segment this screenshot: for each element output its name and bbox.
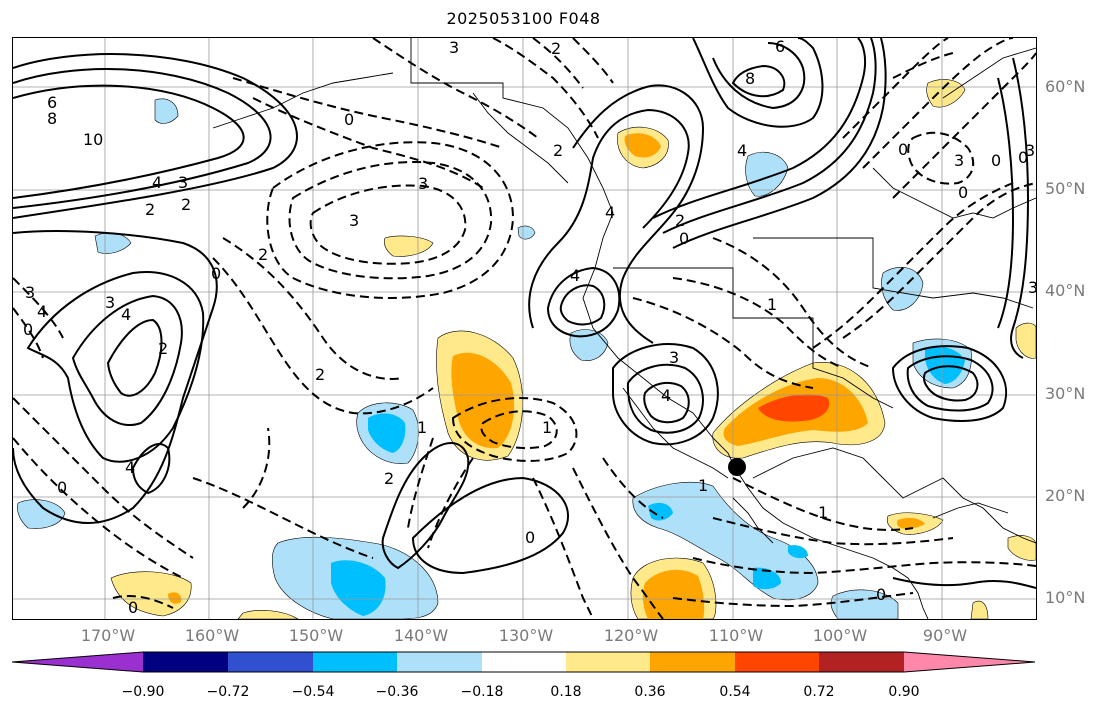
contour-label: 3 <box>349 211 359 230</box>
contour-label: 0 <box>958 183 968 202</box>
lon-label: 170°W <box>80 626 136 645</box>
contour-label: 4 <box>570 266 580 285</box>
lat-label: 30°N <box>1045 384 1086 403</box>
lon-label: 90°W <box>922 626 968 645</box>
colorbar-tick: 0.90 <box>888 684 920 700</box>
colorbar-segment <box>735 652 819 672</box>
contour-label: 0 <box>211 264 221 283</box>
contour-label: 2 <box>553 141 563 160</box>
contour-label: 3 <box>1025 141 1035 160</box>
coastlines <box>212 38 1036 619</box>
map-area: 3 2 6 8 0 3 2 3 4 6 8 10 4 3 2 2 0 4 3 2 <box>12 37 1037 620</box>
contour-label: 0 <box>525 528 535 547</box>
contour-label: 10 <box>83 130 103 149</box>
contour-label: 2 <box>675 211 685 230</box>
colorbar-segment <box>143 652 228 672</box>
contour-labels: 3 2 6 8 0 3 2 3 4 6 8 10 4 3 2 2 0 4 3 2 <box>23 38 1036 617</box>
contour-label: 2 <box>145 200 155 219</box>
lon-label: 120°W <box>603 626 659 645</box>
colorbar-segment <box>12 652 143 672</box>
contour-label: 4 <box>605 203 615 222</box>
contour-label: 4 <box>737 141 747 160</box>
contour-label: 4 <box>152 173 162 192</box>
lat-label: 60°N <box>1045 77 1086 96</box>
negative-shading <box>17 98 972 619</box>
contour-label: 1 <box>417 418 427 437</box>
contour-label: 0 <box>344 110 354 129</box>
colorbar <box>11 651 1036 673</box>
contour-label: 2 <box>384 469 394 488</box>
colorbar-tick: −0.18 <box>460 684 504 700</box>
contour-label: 4 <box>125 458 135 477</box>
lat-label: 50°N <box>1045 179 1086 198</box>
lon-label: 110°W <box>708 626 764 645</box>
contour-label: 0 <box>128 598 138 617</box>
lon-label: 160°W <box>184 626 240 645</box>
contour-label: 3 <box>105 293 115 312</box>
location-marker <box>728 458 746 476</box>
contour-label: 3 <box>25 283 35 302</box>
colorbar-segment <box>566 652 650 672</box>
contour-label: 3 <box>449 38 459 57</box>
colorbar-segment <box>650 652 735 672</box>
contour-label: 2 <box>258 245 268 264</box>
contour-label: 1 <box>542 418 552 437</box>
contour-label: 2 <box>551 39 561 58</box>
contour-label: 0 <box>23 320 33 339</box>
contour-label: 2 <box>181 195 191 214</box>
contour-label: 1 <box>698 476 708 495</box>
lat-label: 20°N <box>1045 486 1086 505</box>
colorbar-tick: −0.72 <box>206 684 250 700</box>
contour-label: 2 <box>158 339 168 358</box>
lon-label: 100°W <box>812 626 868 645</box>
colorbar-tick: 0.72 <box>803 684 835 700</box>
contour-label: 3 <box>669 348 679 367</box>
contour-label: 3 <box>954 151 964 170</box>
lat-label: 40°N <box>1045 281 1086 300</box>
colorbar-segment <box>819 652 904 672</box>
positive-shading <box>110 79 1036 619</box>
contour-label: 0 <box>57 478 67 497</box>
colorbar-segment <box>397 652 482 672</box>
contour-label: 0 <box>679 229 689 248</box>
map-canvas: 3 2 6 8 0 3 2 3 4 6 8 10 4 3 2 2 0 4 3 2 <box>13 38 1036 619</box>
contour-label: 2 <box>315 365 325 384</box>
contour-label: 4 <box>661 386 671 405</box>
map-title: 2025053100 F048 <box>446 9 601 28</box>
lon-label: 130°W <box>498 626 554 645</box>
colorbar-tick: −0.90 <box>121 684 165 700</box>
contour-label: 3 <box>1028 278 1036 297</box>
colorbar-tick: 0.36 <box>634 684 666 700</box>
contour-label: 4 <box>37 302 47 321</box>
contour-label: 0 <box>1018 148 1028 167</box>
colorbar-segment <box>228 652 313 672</box>
colorbar-tick: 0.18 <box>550 684 582 700</box>
colorbar-tick: −0.36 <box>375 684 419 700</box>
contour-label: 6 <box>775 38 785 56</box>
colorbar-segment <box>313 652 397 672</box>
lon-label: 150°W <box>288 626 344 645</box>
colorbar-tick: 0.54 <box>719 684 751 700</box>
colorbar-segment <box>482 652 566 672</box>
colorbar-tick: −0.54 <box>291 684 335 700</box>
contour-label: 3 <box>178 173 188 192</box>
contour-label: 1 <box>767 295 777 314</box>
colorbar-segment <box>904 652 1035 672</box>
lat-label: 10°N <box>1045 588 1086 607</box>
contour-label: 8 <box>745 69 755 88</box>
contour-label: 3 <box>418 174 428 193</box>
contour-label: 0 <box>898 140 908 159</box>
dashed-contours <box>13 38 1036 619</box>
contour-label: 1 <box>818 503 828 522</box>
contour-label: 0 <box>876 585 886 604</box>
contour-label: 4 <box>121 305 131 324</box>
solid-contours <box>13 38 1036 589</box>
contour-label: 8 <box>47 109 57 128</box>
lon-label: 140°W <box>393 626 449 645</box>
contour-label: 0 <box>991 151 1001 170</box>
contour-label: 6 <box>47 93 57 112</box>
